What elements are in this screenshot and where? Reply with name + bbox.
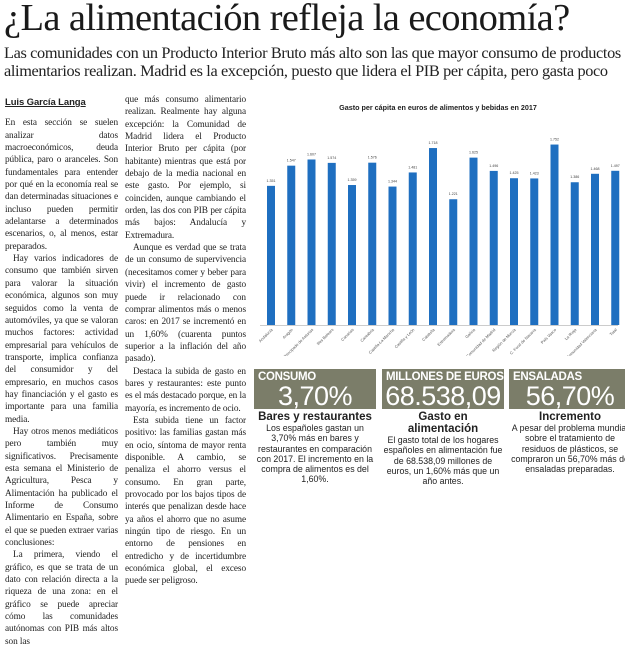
bar	[267, 185, 275, 325]
data-label: 1.425	[510, 171, 519, 175]
data-label: 1.351	[267, 179, 276, 183]
data-label: 1.497	[611, 164, 620, 168]
category-label: La Rioja	[564, 327, 578, 341]
data-label: 1.752	[550, 138, 559, 142]
stat-title: Gasto en alimentación	[407, 411, 479, 435]
stat-title: Incremento	[539, 411, 601, 423]
category-label: Galicia	[464, 327, 477, 340]
bar	[550, 144, 559, 325]
chart-title: Gasto per cápita en euros de alimentos y…	[339, 103, 537, 112]
stat-value: 56,70%	[525, 381, 615, 411]
article-column-2: que más consumo alimentario realizan. Re…	[125, 94, 246, 588]
bar	[611, 170, 620, 325]
data-label: 1.576	[368, 156, 377, 160]
paragraph: Hay varios indicadores de consumo que ta…	[5, 254, 118, 425]
data-label: 1.574	[327, 156, 336, 160]
stat-ensaladas: ENSALADAS 56,70% Incremento A pesar del …	[509, 369, 625, 474]
stat-label: MILLONES DE EUROS	[386, 371, 504, 383]
paragraph: La primera, viendo el gráfico, es que se…	[5, 550, 118, 647]
byline: Luis García Langa	[5, 97, 86, 108]
headline: ¿La alimentación refleja la economía?	[4, 0, 570, 39]
bar	[408, 172, 417, 325]
stat-box: MILLONES DE EUROS 68.538,09	[382, 369, 504, 411]
subheadline: Las comunidades con un Producto Interior…	[4, 43, 621, 80]
category-label: Total	[608, 327, 618, 337]
data-label: 1.547	[287, 159, 296, 163]
stat-box: CONSUMO 3,70%	[254, 369, 376, 411]
bar	[327, 162, 336, 325]
data-label: 1.344	[388, 180, 397, 184]
category-label: Castilla y León	[393, 327, 415, 349]
category-label: Illes Balears	[316, 327, 335, 346]
stat-millones-euros: MILLONES DE EUROS 68.538,09 Gasto en ali…	[382, 369, 504, 486]
category-label: Aragón	[281, 327, 294, 340]
bar	[307, 159, 316, 325]
stat-description: Los españoles gastan un 3,70% más en bar…	[256, 423, 374, 485]
paragraph: En esta sección se suelen analizar datos…	[5, 118, 118, 252]
paragraph: Esta subida tiene un factor positivo: la…	[125, 415, 246, 587]
stat-box: ENSALADAS 56,70%	[509, 369, 625, 411]
stat-label: CONSUMO	[258, 371, 316, 383]
bar	[510, 178, 518, 325]
paragraph: Hay otros menos mediáticos pero también …	[5, 426, 118, 549]
stat-title: Bares y restaurantes	[258, 411, 372, 423]
bar	[429, 148, 437, 325]
data-label: 1.468	[591, 167, 600, 171]
bar	[388, 186, 397, 325]
stat-consumo: CONSUMO 3,70% Bares y restaurantes Los e…	[254, 369, 376, 485]
data-label: 1.718	[429, 141, 438, 145]
category-label: Extremadura	[436, 327, 456, 347]
data-label: 1.221	[449, 192, 458, 196]
data-label: 1.423	[530, 171, 539, 175]
data-label: 1.359	[348, 178, 357, 182]
category-label: Andalucía	[258, 327, 275, 344]
bar	[469, 157, 478, 325]
data-label: 1.481	[408, 165, 417, 169]
category-label: Cataluña	[421, 327, 436, 342]
stat-value: 3,70%	[277, 381, 353, 411]
category-label: Canarias	[340, 327, 355, 342]
stat-label: ENSALADAS	[513, 371, 582, 383]
data-label: 1.607	[307, 152, 316, 156]
bar	[287, 165, 296, 325]
bar	[530, 178, 539, 325]
article-column-1: Luis García Langa En esta sección se sue…	[5, 97, 118, 648]
category-label: País Vasco	[540, 327, 558, 345]
bar	[570, 182, 579, 325]
category-label: Cantabria	[359, 327, 375, 343]
stat-description: El gasto total de los hogares españoles …	[383, 435, 503, 487]
stat-value: 68.538,09	[385, 381, 501, 411]
paragraph: Destaca la subida de gasto en bares y re…	[125, 366, 246, 414]
data-label: 1.625	[469, 151, 478, 155]
paragraph: que más consumo alimentario realizan. Re…	[125, 95, 246, 241]
bar-chart: Gasto per cápita en euros de alimentos y…	[258, 103, 620, 356]
bar	[348, 185, 356, 325]
bar	[591, 173, 599, 325]
paragraph: Aunque es verdad que se trata de un cons…	[125, 243, 246, 365]
data-label: 1.386	[570, 175, 579, 179]
bar	[489, 170, 498, 325]
data-label: 1.496	[489, 164, 498, 168]
bar	[449, 199, 458, 325]
stat-description: A pesar del problema mundial sobre el tr…	[511, 423, 625, 475]
bar	[368, 162, 377, 325]
